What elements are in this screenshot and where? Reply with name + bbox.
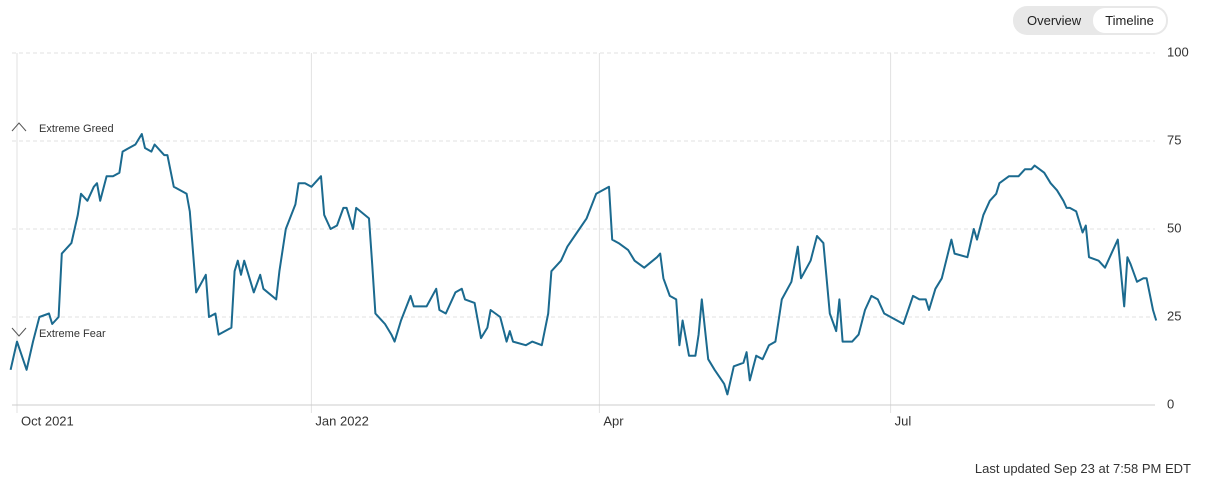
y-tick-label: 75 xyxy=(1167,132,1181,147)
toggle-option[interactable]: Overview xyxy=(1027,13,1082,28)
y-tick-label: 25 xyxy=(1167,308,1181,323)
x-tick-label: Jul xyxy=(895,413,912,428)
y-tick-label: 100 xyxy=(1167,44,1189,59)
annotation: Extreme Fear xyxy=(39,328,106,340)
chart: Extreme Greed Extreme Fear 0 25 50 75 100 Oct… xyxy=(9,44,1189,428)
annotation: Extreme Greed xyxy=(39,123,114,135)
x-tick-label: Apr xyxy=(603,413,624,428)
y-tick-label: 50 xyxy=(1167,220,1181,235)
view-toggle: Overview Timeline xyxy=(1013,6,1168,35)
x-tick-label: Jan 2022 xyxy=(315,413,369,428)
footer: Last updated Sep 23 at 7:58 PM EDT xyxy=(974,461,1191,476)
x-tick-label: Oct 2021 xyxy=(21,413,74,428)
fear-icon xyxy=(11,327,27,337)
greed-icon xyxy=(11,122,27,132)
y-tick-label: 0 xyxy=(1167,396,1174,411)
toggle-option[interactable]: Timeline xyxy=(1093,8,1166,33)
fear-greed-line xyxy=(9,133,1158,396)
